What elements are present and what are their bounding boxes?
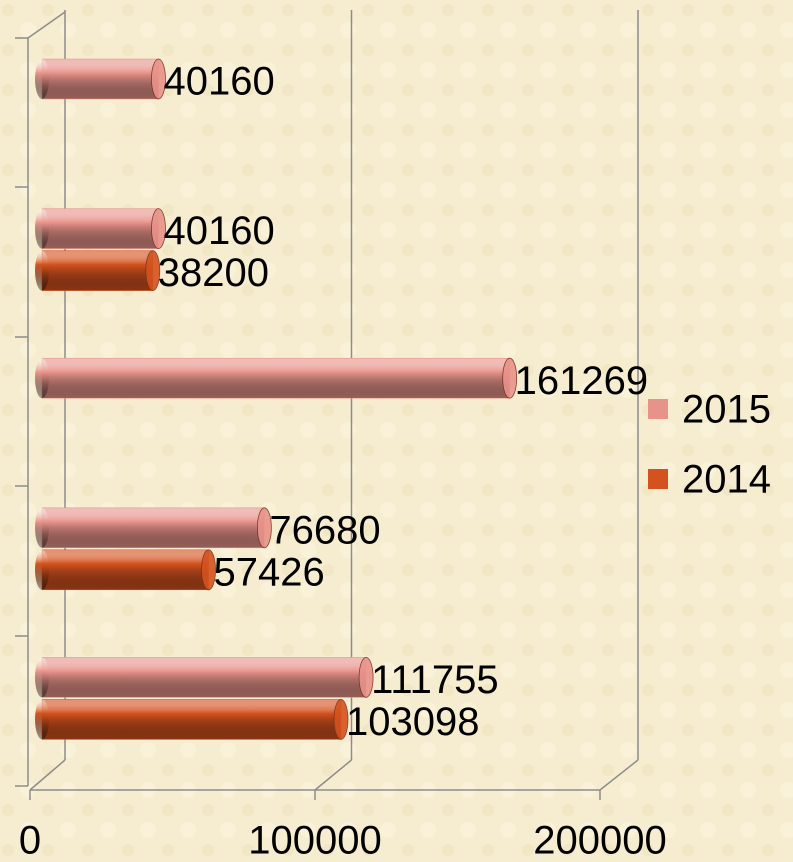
bar-start-cap <box>35 358 49 399</box>
bar-start-cap <box>35 699 49 740</box>
bar <box>41 699 342 740</box>
grid-line-depth <box>314 759 352 791</box>
bar-end-cap <box>201 549 216 591</box>
bar-end-cap <box>358 657 374 698</box>
bar-end-cap <box>256 507 272 549</box>
data-label: 38200 <box>158 251 269 295</box>
bar <box>41 250 154 291</box>
legend-swatch <box>648 469 668 489</box>
data-label: 40160 <box>163 60 274 104</box>
data-label: 103098 <box>346 700 479 744</box>
x-tick-label: 0 <box>19 819 41 862</box>
bar-end-cap <box>502 357 518 399</box>
legend-label: 2014 <box>682 458 771 502</box>
bar-start-cap <box>35 507 49 548</box>
bar-start-cap <box>35 250 49 291</box>
bar-end-cap <box>145 250 161 292</box>
data-label: 57426 <box>214 550 325 594</box>
grid-line-depth <box>29 759 66 791</box>
x-tick-label: 200000 <box>533 819 666 862</box>
bar <box>41 357 510 399</box>
data-label: 40160 <box>163 209 274 253</box>
bar <box>41 657 367 698</box>
data-label: 111755 <box>371 658 499 702</box>
data-label: 161269 <box>515 359 648 403</box>
bar <box>41 507 265 549</box>
bar-start-cap <box>35 208 49 249</box>
bar-end-cap <box>151 58 166 100</box>
legend-swatch <box>648 399 668 419</box>
axes-frame <box>15 11 66 787</box>
bar-end-cap <box>151 208 166 250</box>
bar-start-cap <box>35 549 49 590</box>
bar-start-cap <box>35 59 49 99</box>
legend-label: 2015 <box>682 388 771 432</box>
x-tick-label: 100000 <box>248 819 381 862</box>
grid-line-depth <box>599 759 639 791</box>
bar <box>41 58 159 100</box>
bar-start-cap <box>35 657 49 698</box>
bar <box>41 208 159 249</box>
bar <box>41 549 209 591</box>
bar-end-cap <box>333 699 349 740</box>
data-label: 76680 <box>269 508 380 552</box>
